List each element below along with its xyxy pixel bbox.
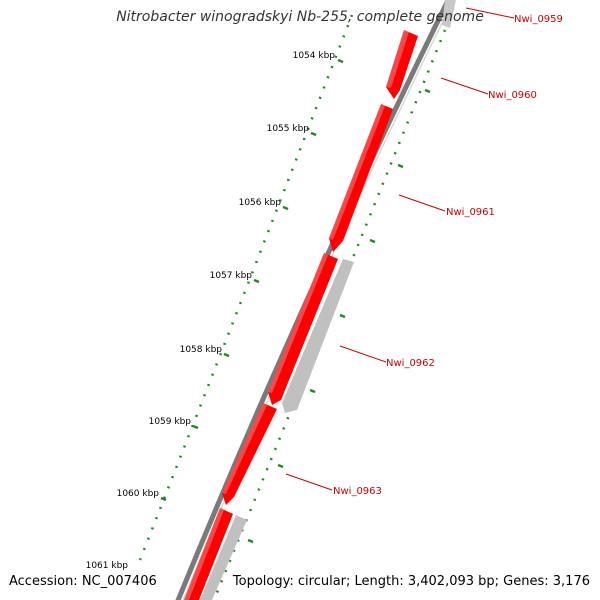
major-tick — [369, 238, 376, 244]
gene-Nwi_0960[interactable] — [329, 104, 393, 252]
major-tick — [397, 163, 404, 169]
tick-label-1057: 1057 kbp — [210, 271, 253, 281]
tick-label-1055: 1055 kbp — [267, 124, 310, 134]
gene-label-Nwi_0963[interactable]: Nwi_0963 — [333, 486, 382, 497]
major-tick — [337, 58, 344, 64]
leader-Nwi_0959 — [465, 7, 515, 19]
genome-summary-text: Topology: circular; Length: 3,402,093 bp… — [232, 574, 590, 589]
gene-label-Nwi_0959[interactable]: Nwi_0959 — [514, 14, 563, 25]
gene-label-Nwi_0960[interactable]: Nwi_0960 — [488, 90, 537, 101]
leader-Nwi_0962 — [339, 345, 387, 363]
leader-Nwi_0961 — [398, 194, 446, 212]
major-tick — [192, 424, 199, 430]
genome-title: Nitrobacter winogradskyi Nb-255, complet… — [116, 9, 484, 25]
major-tick — [160, 496, 167, 502]
major-tick — [247, 538, 254, 544]
tick-label-1058: 1058 kbp — [180, 345, 223, 355]
tick-label-1056: 1056 kbp — [239, 198, 282, 208]
reverse-genes — [200, 259, 354, 600]
tick-label-1061: 1061 kbp — [86, 561, 129, 571]
gene-label-Nwi_0962[interactable]: Nwi_0962 — [386, 358, 435, 369]
major-tick — [310, 131, 317, 137]
gene-top-partial — [442, 0, 456, 28]
gene-Nwi_0963[interactable] — [222, 403, 277, 505]
major-tick — [282, 205, 289, 211]
major-ticks-outer — [160, 58, 344, 502]
major-tick — [339, 313, 346, 319]
tick-label-1054: 1054 kbp — [293, 51, 336, 61]
gene-label-leaders — [285, 7, 515, 491]
major-tick — [309, 388, 316, 394]
accession-text: Accession: NC_007406 — [9, 574, 157, 589]
major-tick — [223, 352, 230, 358]
major-ticks-inner — [247, 88, 431, 544]
gene-reverse-bottom[interactable] — [200, 515, 247, 600]
major-tick — [424, 88, 431, 94]
major-tick — [253, 278, 260, 284]
leader-Nwi_0963 — [285, 473, 333, 491]
tick-label-1059: 1059 kbp — [149, 417, 192, 427]
forward-gene-highlights — [184, 30, 409, 600]
gene-Nwi_0959[interactable] — [386, 30, 418, 99]
major-tick — [277, 463, 284, 469]
gene-Nwi_0962[interactable] — [282, 259, 354, 413]
tick-label-1060: 1060 kbp — [117, 489, 160, 499]
leader-Nwi_0960 — [440, 77, 489, 95]
gene-Nwi_0961[interactable] — [268, 253, 338, 405]
gene-label-Nwi_0961[interactable]: Nwi_0961 — [446, 207, 495, 218]
